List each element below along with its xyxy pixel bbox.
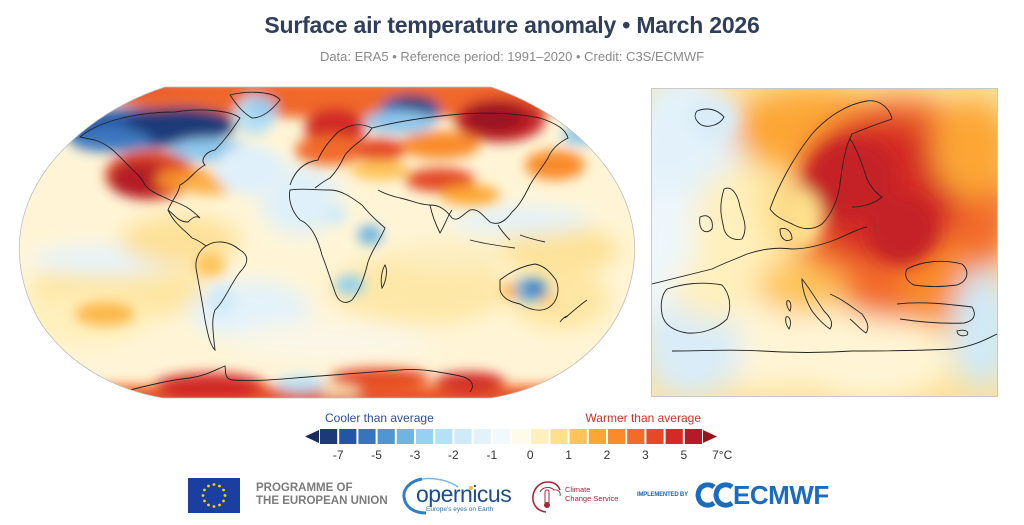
colorbar-bin <box>550 429 568 444</box>
colorbar-tick-label: 0 <box>526 448 534 462</box>
colorbar-tick-label: 2 <box>603 448 611 462</box>
eu-star-icon <box>203 488 206 492</box>
ecmwf-logo: IMPLEMENTED BY ECMWF <box>637 480 847 512</box>
chart-title: Surface air temperature anomaly • March … <box>264 12 760 38</box>
colorbar-tick-label: 3 <box>642 448 649 462</box>
colorbar-bin <box>531 429 549 444</box>
colorbar-bin <box>569 429 587 444</box>
c3s-line2: Change Service <box>565 494 619 503</box>
eu-star-icon <box>201 494 205 497</box>
colorbar-bin <box>320 429 338 444</box>
colorbar-bin <box>665 429 683 444</box>
colorbar-bin <box>492 429 510 444</box>
colorbar-bin <box>627 429 645 444</box>
colorbar-tick-label: 1 <box>565 448 572 462</box>
world-map-outline <box>18 86 636 399</box>
europe-coastlines <box>652 100 997 353</box>
eu-star-icon <box>207 503 210 507</box>
colorbar-tick-label: -7 <box>332 448 344 462</box>
warmer-label: Warmer than average <box>585 411 701 425</box>
colorbar-bin <box>358 429 376 444</box>
colorbar-bin <box>377 429 395 444</box>
europe-anomaly-field <box>652 89 997 396</box>
colorbar-legend: Cooler than average Warmer than average … <box>305 408 732 468</box>
ecmwf-swirl-icon <box>695 482 734 508</box>
colorbar <box>305 429 717 444</box>
colorbar-bin <box>608 429 626 444</box>
eu-star-icon <box>207 484 210 488</box>
colorbar-bin <box>454 429 472 444</box>
implemented-by-label: IMPLEMENTED BY <box>637 492 688 498</box>
colorbar-tick-label: -3 <box>409 448 421 462</box>
eu-star-icon <box>212 483 216 486</box>
thermometer-cloud-icon <box>532 481 561 513</box>
eu-star-icon <box>218 484 221 488</box>
logo-footer: PROGRAMME OF THE EUROPEAN UNION opernicu… <box>0 470 1024 520</box>
colorbar-bin <box>588 429 606 444</box>
colorbar-bin <box>473 429 491 444</box>
colorbar-tick-label: -5 <box>371 448 382 462</box>
colorbar-tick-label: 5 <box>680 448 688 462</box>
cooler-label: Cooler than average <box>325 411 434 425</box>
c3s-line1: Climate <box>565 485 591 494</box>
colorbar-over-arrow <box>703 430 717 443</box>
eu-flag-logo <box>188 478 240 513</box>
eu-star-icon <box>223 494 227 497</box>
world-anomaly-field <box>19 87 635 398</box>
copernicus-wordmark: opernicus <box>416 481 512 507</box>
colorbar-ticks: -7 -5 -3 -2 -1 0 1 2 3 5 7°C <box>305 448 732 464</box>
eu-text-line1: PROGRAMME OF <box>256 482 353 494</box>
eu-stars-icon <box>201 483 227 508</box>
colorbar-bin <box>512 429 530 444</box>
colorbar-tick-label: -1 <box>486 448 498 462</box>
colorbar-bin <box>435 429 453 444</box>
europe-anomaly-map <box>651 88 998 397</box>
copernicus-logo: opernicus Europe's eyes on Earth <box>400 475 512 517</box>
colorbar-bin <box>646 429 664 444</box>
chart-subtitle: Data: ERA5 • Reference period: 1991–2020… <box>319 49 705 64</box>
colorbar-bin <box>396 429 414 444</box>
ecmwf-wordmark: ECMWF <box>733 480 829 510</box>
eu-text-line2: THE EUROPEAN UNION <box>256 495 388 507</box>
eu-star-icon <box>218 503 221 507</box>
world-coastlines <box>78 91 588 393</box>
colorbar-tick-label: -2 <box>448 448 459 462</box>
colorbar-tick-label: 7°C <box>712 448 733 462</box>
eu-programme-text: PROGRAMME OF THE EUROPEAN UNION <box>256 482 388 508</box>
colorbar-bin <box>416 429 434 444</box>
eu-star-icon <box>212 505 216 508</box>
copernicus-tagline: Europe's eyes on Earth <box>426 506 494 513</box>
eu-star-icon <box>222 499 225 503</box>
colorbar-bin <box>684 429 702 444</box>
c3s-logo: Climate Change Service <box>530 476 650 516</box>
copernicus-swoosh-icon <box>402 477 473 515</box>
eu-star-icon <box>203 499 206 503</box>
eu-star-icon <box>222 488 225 492</box>
c3s-text: Climate Change Service <box>565 485 618 503</box>
colorbar-under-arrow <box>305 430 319 443</box>
colorbar-bin <box>339 429 357 444</box>
